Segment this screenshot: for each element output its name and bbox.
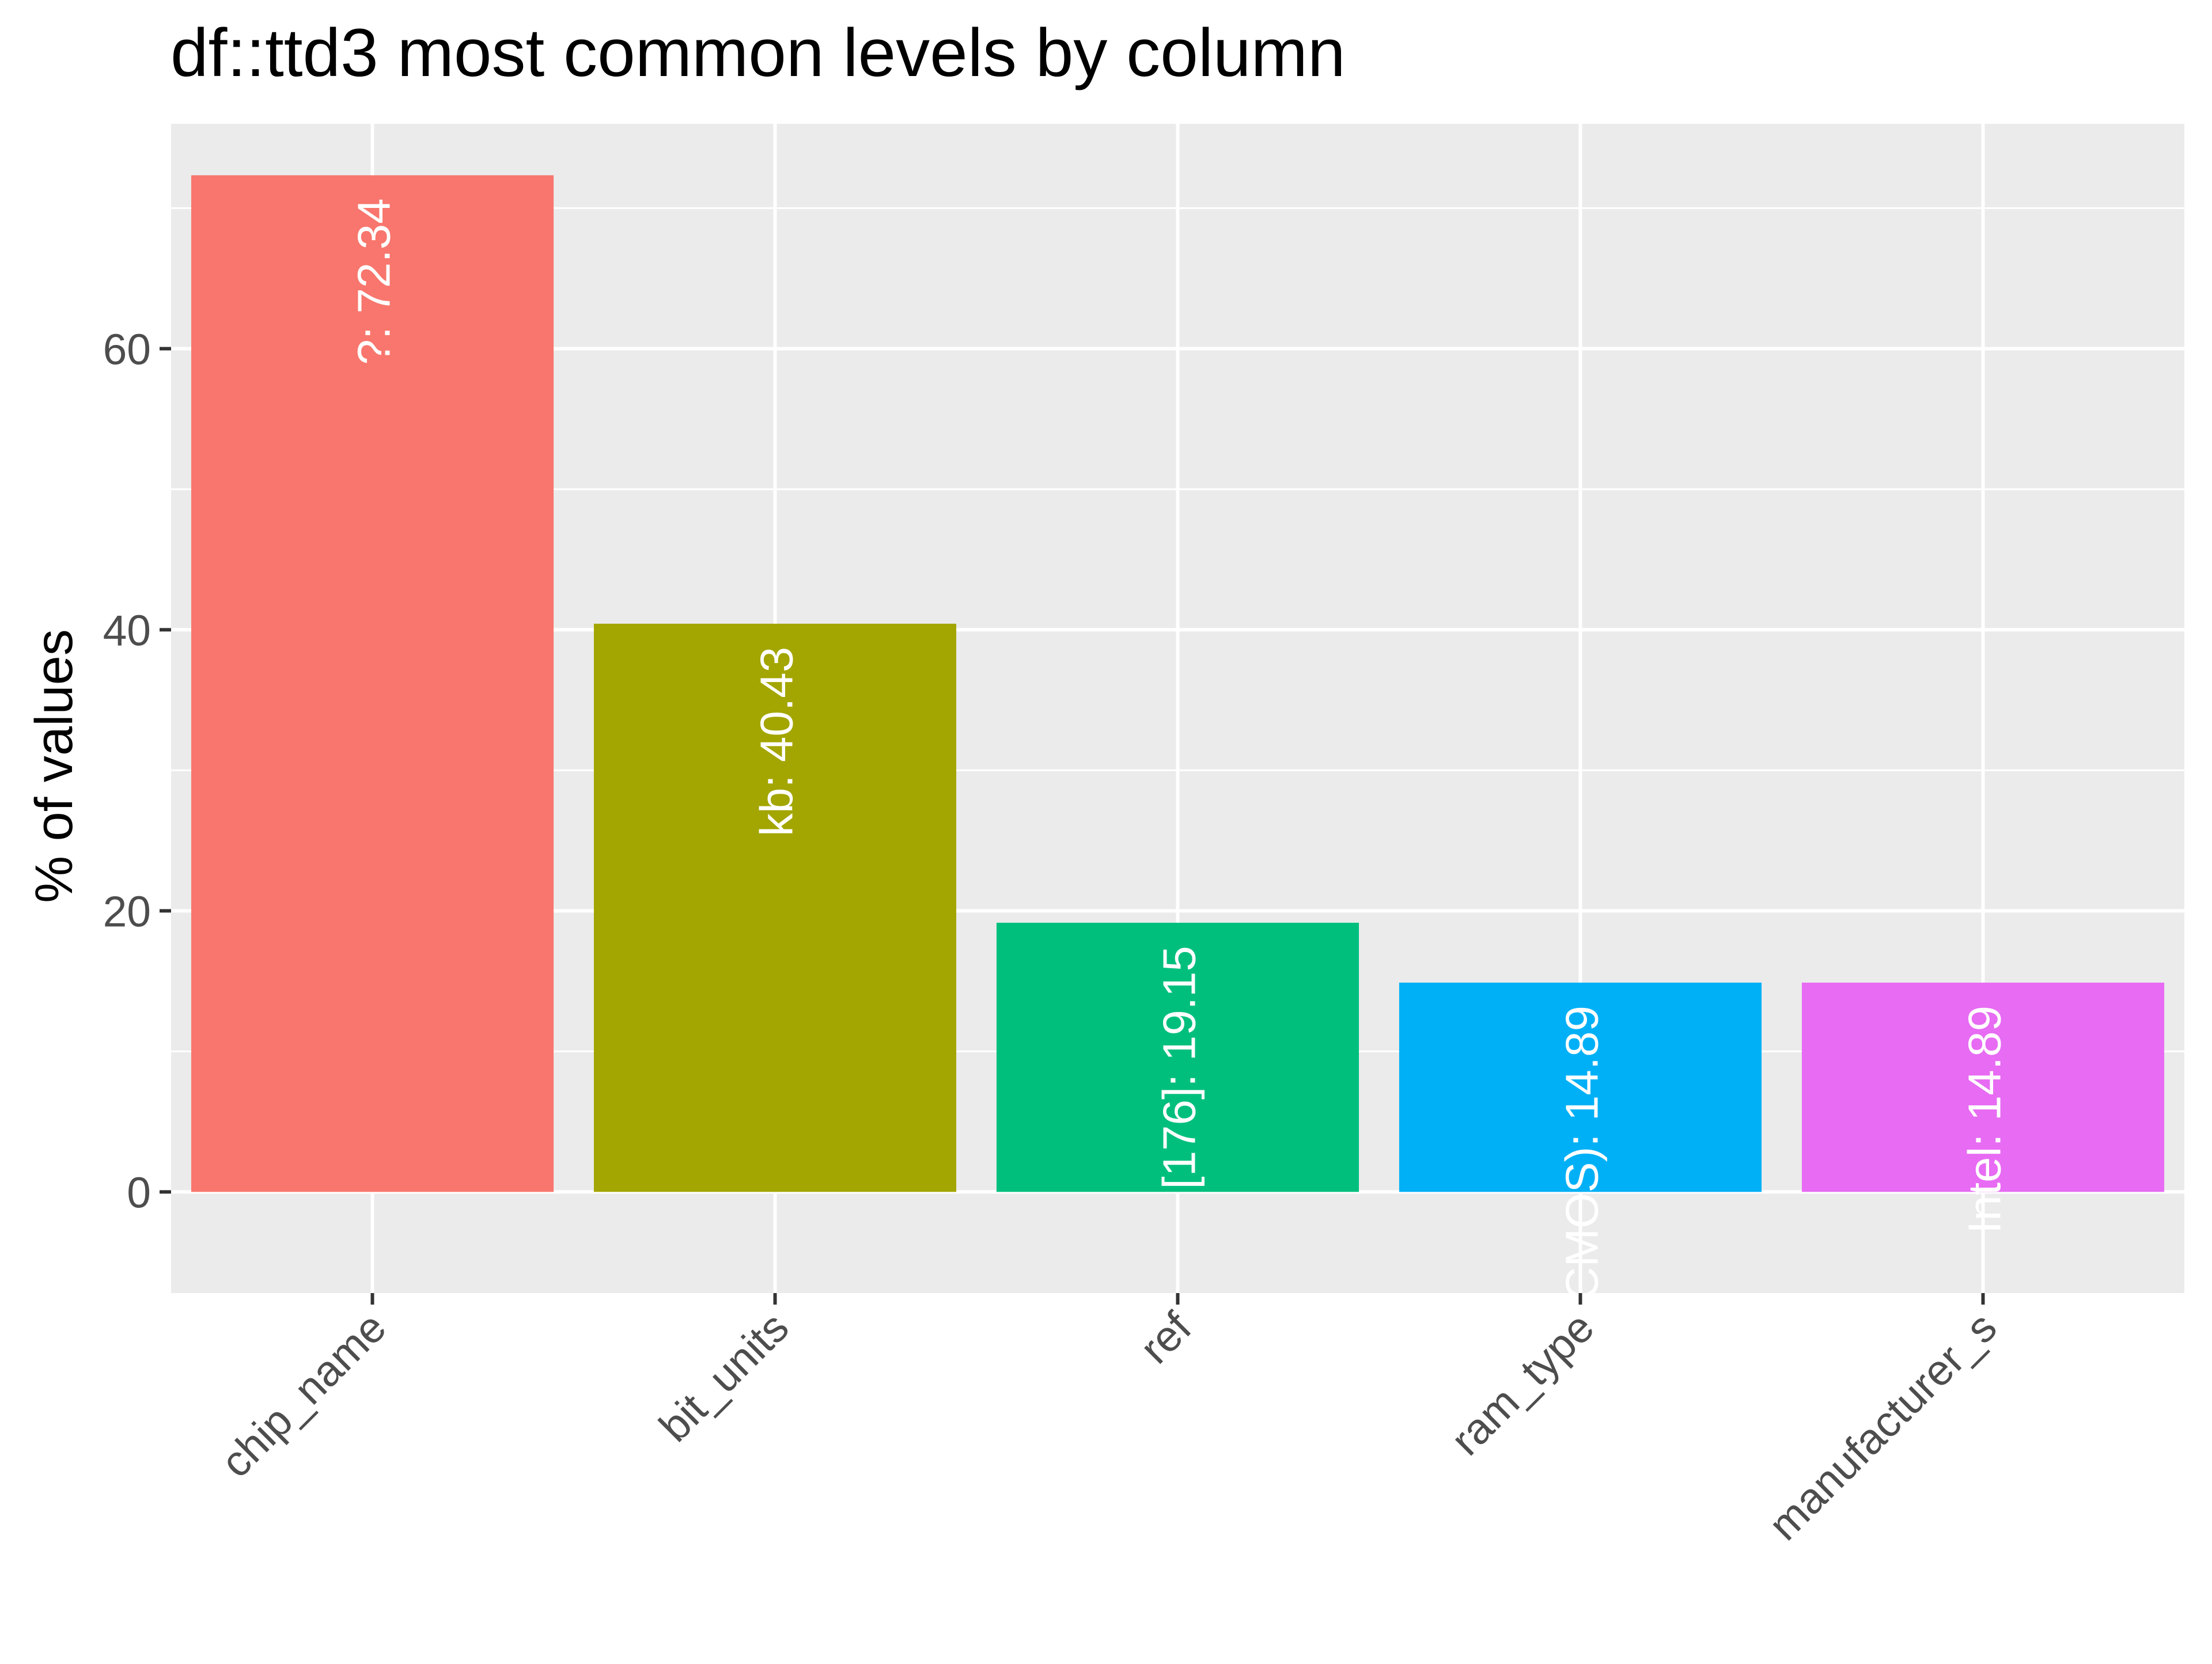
bar-label: (CMOS): 14.89 — [1556, 1006, 1608, 1316]
bar-bit_units — [593, 623, 957, 1192]
y-axis-label: % of values — [25, 629, 84, 903]
y-tick-label: 20 — [103, 887, 151, 935]
y-tick-label: 40 — [103, 606, 151, 654]
bar-ram_type — [1399, 983, 1762, 1192]
bar-label: kb: 40.43 — [751, 647, 802, 836]
bar-label: [176]: 19.15 — [1154, 946, 1205, 1189]
y-tick-label: 0 — [127, 1168, 151, 1216]
chart-title: df::ttd3 most common levels by column — [171, 15, 1346, 91]
y-tick-label: 60 — [103, 325, 151, 373]
bar-manufacturer_s — [1801, 983, 2165, 1192]
bar-label: ?: 72.34 — [349, 198, 400, 365]
bar-chip_name — [191, 175, 554, 1192]
bar-ref — [996, 923, 1359, 1192]
bar-label: Intel: 14.89 — [1959, 1006, 2010, 1234]
plot-area: ?: 72.34 kb: 40.43 [176]: 19.15 (CMOS): 14.… — [103, 124, 2184, 1549]
